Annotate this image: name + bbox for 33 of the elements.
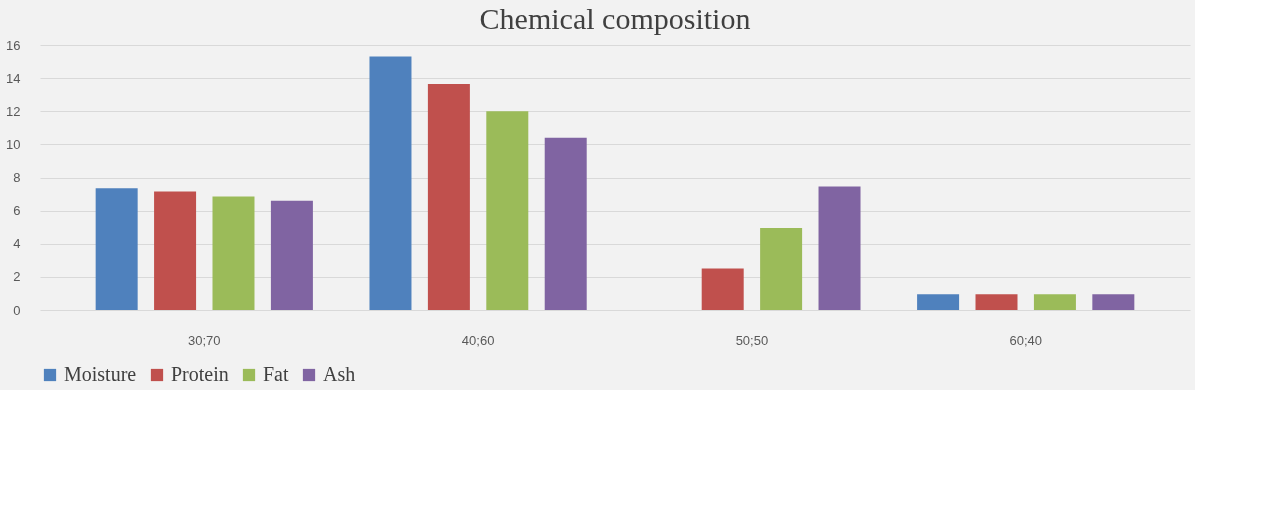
bar: [544, 137, 587, 310]
bar: [1092, 294, 1135, 310]
bar: [369, 56, 412, 310]
legend-label: Fat: [263, 363, 289, 385]
legend-label: Ash: [323, 363, 356, 385]
y-tick-label: 8: [13, 170, 21, 185]
y-tick-label: 2: [13, 269, 21, 285]
bar: [701, 268, 744, 310]
bar: [270, 200, 313, 310]
bar: [427, 83, 470, 310]
bar: [917, 294, 960, 310]
bar: [818, 186, 861, 310]
legend-label: Protein: [171, 363, 229, 385]
bar: [760, 228, 803, 310]
y-tick-label: 4: [13, 236, 21, 252]
y-tick-label: 6: [13, 203, 21, 219]
x-tick-label: 50;50: [735, 332, 769, 348]
y-tick-label: 16: [6, 37, 21, 53]
bar: [95, 188, 138, 310]
x-tick-label: 30;70: [188, 332, 221, 348]
y-tick-label: 10: [6, 136, 21, 152]
legend-label: Moisture: [64, 363, 137, 385]
bar: [1033, 294, 1076, 310]
y-tick-label: 14: [6, 70, 21, 86]
bar: [212, 196, 255, 310]
x-tick-label: 60;40: [1009, 332, 1042, 348]
y-tick-label: 0: [13, 302, 21, 318]
x-tick-label: 40;60: [461, 332, 495, 348]
bar: [975, 294, 1018, 310]
y-tick-label: 12: [6, 103, 21, 119]
bar: [154, 191, 197, 310]
chart-title: Chemical composition: [479, 2, 751, 35]
bar: [486, 111, 529, 310]
